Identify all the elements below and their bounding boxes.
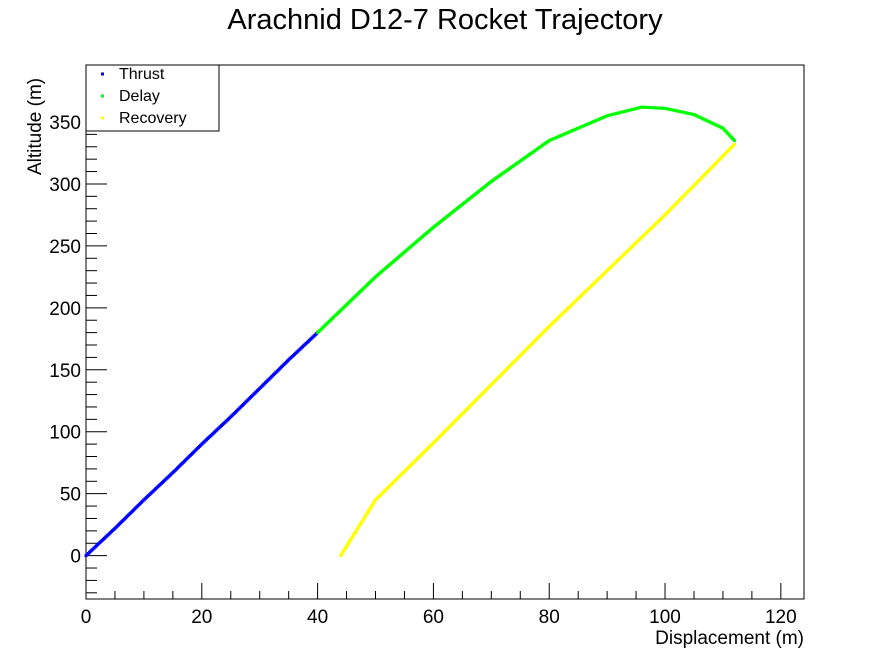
data-point [687, 112, 691, 116]
data-point [630, 107, 634, 111]
data-point [616, 111, 620, 115]
y-tick-label: 300 [49, 175, 81, 196]
data-point [668, 107, 672, 111]
x-tick-label: 80 [539, 607, 560, 628]
legend-label: Thrust [119, 66, 165, 83]
data-point [669, 108, 673, 112]
data-point [686, 111, 690, 115]
legend-marker [101, 72, 104, 76]
data-point [683, 111, 687, 115]
data-point [626, 109, 630, 113]
data-point [733, 139, 737, 143]
data-point [674, 109, 678, 113]
data-point [645, 105, 649, 109]
data-point [610, 113, 614, 117]
x-tick-label: 20 [191, 607, 212, 628]
data-point [615, 111, 619, 115]
data-point [605, 114, 609, 118]
data-point [634, 107, 638, 111]
data-point [621, 110, 625, 114]
data-point [635, 106, 639, 110]
data-point [646, 105, 650, 109]
data-point [663, 106, 667, 110]
data-point [632, 107, 636, 111]
y-tick-label: 250 [49, 237, 81, 258]
legend-label: Delay [119, 88, 160, 105]
legend-marker [101, 116, 104, 120]
data-point [629, 108, 633, 112]
data-point [618, 111, 622, 115]
legend-label: Recovery [119, 110, 187, 127]
y-tick-label: 150 [49, 361, 81, 382]
data-point [613, 112, 617, 116]
x-tick-label: 100 [649, 607, 681, 628]
data-point [623, 109, 626, 113]
data-point [678, 110, 682, 114]
series-recovery [339, 142, 737, 558]
data-point [656, 106, 660, 110]
series-thrust [84, 331, 320, 558]
data-point [660, 106, 664, 110]
axes: 0 20 40 60 80 100 120 0 50 100 150 200 250 300 350 [49, 71, 797, 628]
x-axis-label: Displacement (m) [655, 628, 804, 649]
data-point [339, 554, 343, 558]
data-point [684, 111, 688, 115]
data-point [638, 106, 642, 110]
x-tick-label: 120 [765, 607, 797, 628]
data-marks [84, 105, 737, 558]
data-point [611, 112, 615, 116]
plot-frame [85, 64, 805, 600]
data-point [690, 112, 694, 116]
x-tick-label: 0 [81, 607, 92, 628]
data-point [643, 105, 647, 109]
data-point [627, 108, 631, 112]
data-point [661, 106, 665, 110]
data-point [642, 105, 646, 109]
data-point [653, 106, 657, 110]
y-tick-label: 100 [49, 423, 81, 444]
y-tick-label: 0 [70, 547, 81, 568]
data-point [655, 106, 659, 110]
data-point [608, 113, 612, 117]
y-tick-label: 200 [49, 299, 81, 320]
data-point [650, 106, 654, 110]
data-point [665, 107, 669, 111]
x-tick-label: 60 [423, 607, 444, 628]
data-point [677, 109, 681, 113]
data-point [675, 109, 679, 113]
series-delay [316, 105, 737, 335]
legend: Thrust Delay Recovery [85, 64, 220, 132]
data-point [672, 108, 676, 112]
data-point [651, 106, 655, 110]
y-tick-label: 50 [60, 485, 81, 506]
legend-marker [101, 94, 104, 98]
data-point [689, 112, 693, 116]
data-point [640, 105, 644, 109]
chart-title: Arachnid D12-7 Rocket Trajectory [227, 4, 663, 36]
legend-box [85, 64, 220, 132]
data-point [671, 108, 675, 112]
data-point [680, 110, 684, 114]
y-axis-label: Altitude (m) [25, 78, 46, 175]
data-point [658, 106, 662, 110]
data-point [681, 110, 685, 114]
data-point [666, 107, 670, 111]
data-point [607, 113, 611, 117]
data-point [624, 109, 628, 113]
y-tick-label: 350 [49, 113, 81, 134]
x-tick-label: 40 [307, 607, 328, 628]
data-point [648, 106, 652, 110]
data-point [637, 106, 641, 110]
data-point [619, 110, 623, 114]
